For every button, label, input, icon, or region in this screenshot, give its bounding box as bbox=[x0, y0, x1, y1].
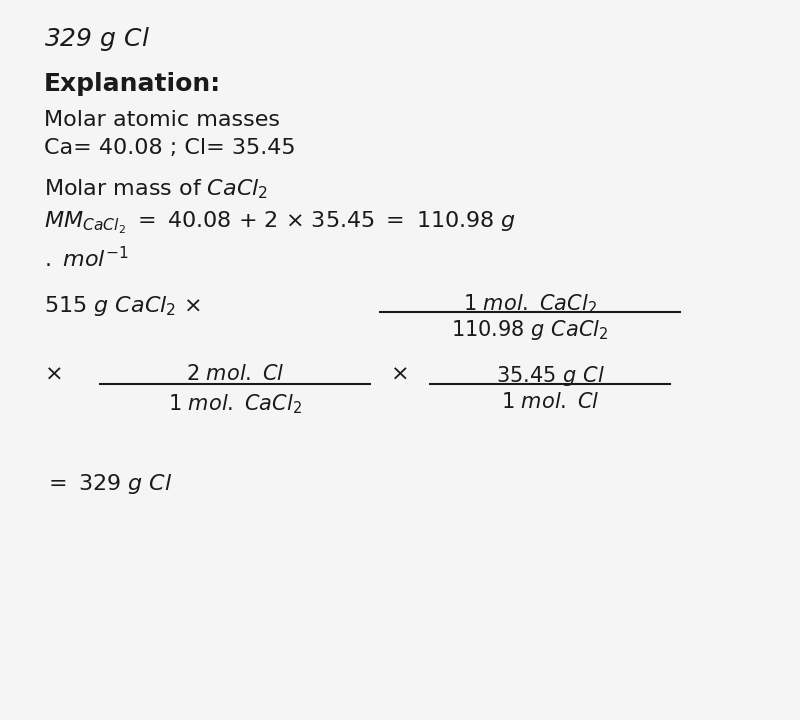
Text: 1 $\mathit{mol.\ Cl}$: 1 $\mathit{mol.\ Cl}$ bbox=[501, 392, 599, 412]
Text: Molar atomic masses: Molar atomic masses bbox=[44, 110, 280, 130]
Text: 35.45 $\mathit{g\ Cl}$: 35.45 $\mathit{g\ Cl}$ bbox=[496, 364, 604, 388]
Text: $=$ 329 $\mathit{g\ Cl}$: $=$ 329 $\mathit{g\ Cl}$ bbox=[44, 472, 173, 496]
Text: 110.98 $\mathit{g\ CaCl_2}$: 110.98 $\mathit{g\ CaCl_2}$ bbox=[451, 318, 609, 342]
Text: 1 $\mathit{mol.\ CaCl_2}$: 1 $\mathit{mol.\ CaCl_2}$ bbox=[168, 392, 302, 415]
Text: Ca= 40.08 ; Cl= 35.45: Ca= 40.08 ; Cl= 35.45 bbox=[44, 138, 296, 158]
Text: 515 $\mathit{g\ CaCl_2}$ $\times$: 515 $\mathit{g\ CaCl_2}$ $\times$ bbox=[44, 294, 201, 318]
Text: $\mathit{MM_{CaCl_2}}$ $=$ 40.08 $+$ 2 $\times$ 35.45 $=$ 110.98 $\mathit{g}$: $\mathit{MM_{CaCl_2}}$ $=$ 40.08 $+$ 2 $… bbox=[44, 210, 516, 236]
Text: 329 $\mathit{g\ Cl}$: 329 $\mathit{g\ Cl}$ bbox=[44, 25, 150, 53]
Text: $\times$: $\times$ bbox=[390, 364, 408, 384]
Text: 1 $\mathit{mol.\ CaCl_2}$: 1 $\mathit{mol.\ CaCl_2}$ bbox=[463, 292, 597, 315]
Text: 2 $\mathit{mol.\ Cl}$: 2 $\mathit{mol.\ Cl}$ bbox=[186, 364, 284, 384]
Text: $\mathit{.\ mol^{-1}}$: $\mathit{.\ mol^{-1}}$ bbox=[44, 246, 129, 271]
Text: Explanation:: Explanation: bbox=[44, 72, 221, 96]
Text: $\times$: $\times$ bbox=[44, 364, 62, 384]
Text: Molar mass of $\mathit{CaCl_2}$: Molar mass of $\mathit{CaCl_2}$ bbox=[44, 177, 268, 201]
